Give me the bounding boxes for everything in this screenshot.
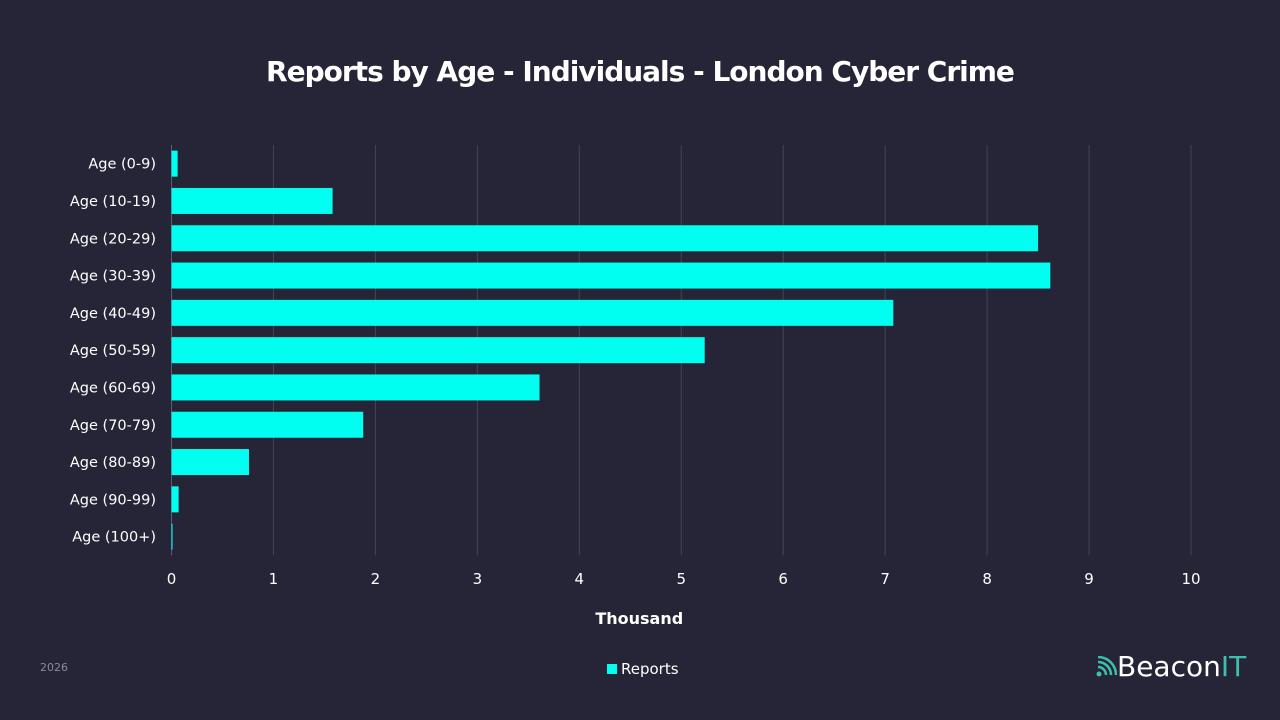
x-tick-label: 10: [1181, 570, 1200, 588]
y-tick-label: Age (20-29): [70, 231, 156, 247]
footer-year: 2026: [40, 661, 68, 674]
bar: [171, 337, 705, 364]
x-tick-label: 3: [473, 570, 483, 588]
legend: Reports: [607, 660, 679, 678]
chart-title: Reports by Age - Individuals - London Cy…: [266, 55, 1015, 88]
bar: [171, 411, 364, 438]
x-tick-label: 1: [269, 570, 279, 588]
signal-icon: [1096, 655, 1117, 676]
x-tick-label: 9: [1084, 570, 1094, 588]
logo-accent-text: IT: [1220, 650, 1247, 683]
x-tick-label: 5: [676, 570, 686, 588]
y-tick-label: Age (100+): [72, 530, 156, 546]
bar: [171, 262, 1051, 289]
y-tick-label: Age (90-99): [70, 492, 156, 508]
y-tick-label: Age (0-9): [88, 157, 156, 173]
x-tick-label: 2: [371, 570, 381, 588]
x-tick-label: 4: [575, 570, 585, 588]
y-tick-label: Age (80-89): [70, 455, 156, 471]
x-tick-label: 6: [778, 570, 788, 588]
bar: [171, 187, 333, 214]
bar: [171, 299, 894, 326]
y-tick-label: Age (50-59): [70, 343, 156, 359]
y-tick-label: Age (10-19): [70, 194, 156, 210]
x-tick-label: 8: [982, 570, 992, 588]
beaconit-logo: Beacon IT: [1095, 650, 1246, 683]
bar: [171, 449, 249, 476]
y-tick-label: Age (70-79): [70, 418, 156, 434]
x-tick-label: 7: [880, 570, 890, 588]
logo-text: Beacon: [1117, 650, 1221, 683]
bar: [171, 374, 540, 401]
bar: [171, 486, 179, 513]
bar: [171, 523, 173, 550]
y-tick-label: Age (30-39): [70, 269, 156, 285]
y-tick-label: Age (60-69): [70, 380, 156, 396]
legend-swatch: [607, 664, 617, 674]
legend-label: Reports: [621, 660, 679, 678]
y-tick-label: Age (40-49): [70, 306, 156, 322]
x-tick-label: 0: [167, 570, 177, 588]
bar: [171, 150, 178, 177]
bar: [171, 225, 1039, 252]
x-axis-label: Thousand: [595, 609, 683, 628]
